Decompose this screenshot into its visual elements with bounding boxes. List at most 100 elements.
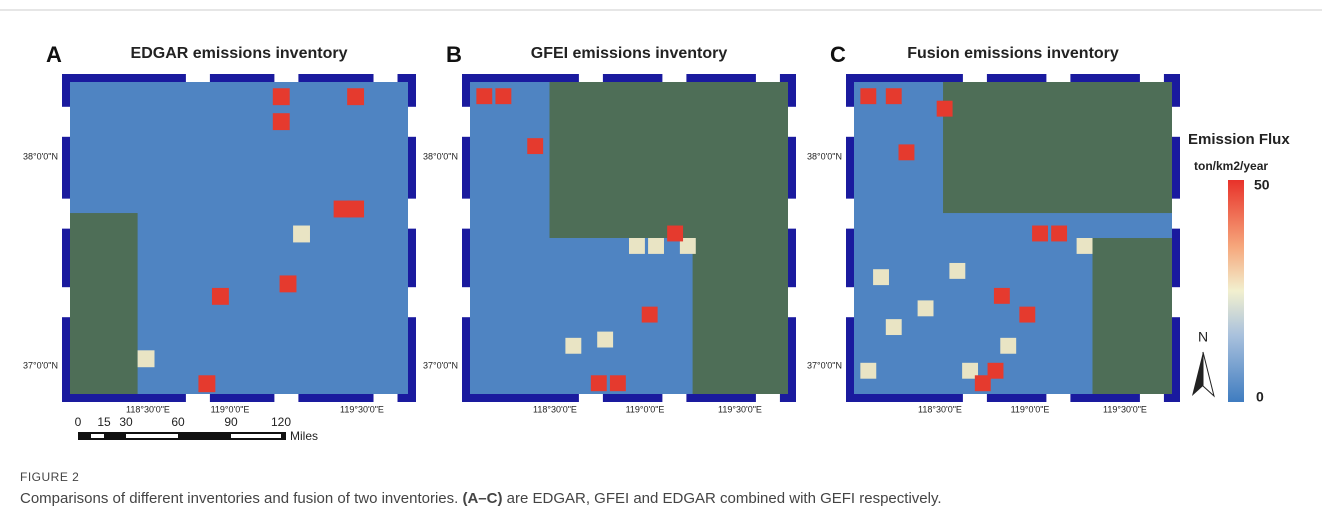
land: [943, 82, 1172, 213]
cell: [280, 275, 297, 292]
cell: [565, 338, 581, 354]
lon-label: 119°0'0"E: [1011, 404, 1050, 414]
figure-label: FIGURE 2: [20, 470, 79, 484]
frame-tick: [62, 199, 70, 229]
frame-tick: [579, 394, 603, 402]
north-label: N: [1198, 329, 1208, 345]
frame-tick: [788, 107, 796, 137]
frame-tick: [462, 199, 470, 229]
frame-tick: [374, 74, 398, 82]
colorbar: [1228, 180, 1244, 402]
scale-bar: [231, 434, 281, 438]
scale-tick-label: 120: [271, 415, 291, 429]
frame-tick: [408, 107, 416, 137]
panel-title: Fusion emissions inventory: [907, 45, 1119, 62]
frame-tick: [274, 74, 298, 82]
frame-tick: [62, 107, 70, 137]
lat-label: 37°0'0"N: [423, 360, 458, 370]
land: [693, 238, 788, 394]
caption-text: Comparisons of different inventories and…: [20, 490, 462, 507]
lon-label: 119°30'0"E: [1103, 404, 1147, 414]
frame-tick: [662, 74, 686, 82]
frame-tick: [846, 107, 854, 137]
legend-max: 50: [1254, 177, 1270, 193]
frame-tick: [1046, 394, 1070, 402]
cell: [476, 88, 492, 104]
north-arrow: [1192, 352, 1203, 396]
cell: [495, 88, 511, 104]
caption-bold: (A–C): [462, 490, 502, 507]
cell: [886, 88, 902, 104]
frame-tick: [846, 287, 854, 317]
cell: [212, 288, 229, 305]
frame-tick: [1046, 74, 1070, 82]
cell: [334, 201, 351, 218]
frame-tick: [274, 394, 298, 402]
cell: [273, 88, 290, 105]
lat-label: 38°0'0"N: [423, 151, 458, 161]
scale-tick-label: 90: [224, 415, 238, 429]
legend-unit: ton/km2/year: [1194, 159, 1268, 173]
cell: [527, 138, 543, 154]
legend-title: Emission Flux: [1188, 131, 1290, 148]
cell: [918, 300, 934, 316]
scale-tick-label: 0: [75, 415, 82, 429]
land: [550, 82, 789, 238]
lon-label: 119°30'0"E: [718, 404, 762, 414]
cell: [293, 226, 310, 243]
cell: [597, 332, 613, 348]
lon-label: 119°0'0"E: [211, 404, 250, 414]
lat-label: 38°0'0"N: [807, 151, 842, 161]
cell: [273, 113, 290, 130]
lat-label: 38°0'0"N: [23, 151, 58, 161]
scale-tick-label: 60: [171, 415, 185, 429]
cell: [873, 269, 889, 285]
page: Emission Flux ton/km2/year 50 0 N Miles …: [0, 0, 1322, 528]
frame-tick: [963, 394, 987, 402]
frame-tick: [756, 74, 780, 82]
frame-tick: [1172, 199, 1180, 229]
frame-tick: [1172, 287, 1180, 317]
cell: [347, 88, 364, 105]
lat-label: 37°0'0"N: [23, 360, 58, 370]
frame-tick: [1172, 107, 1180, 137]
scale-unit: Miles: [290, 429, 318, 443]
frame-tick: [579, 74, 603, 82]
frame-tick: [788, 199, 796, 229]
cell: [886, 319, 902, 335]
panel-title: EDGAR emissions inventory: [131, 45, 348, 62]
frame-tick: [846, 199, 854, 229]
cell: [1000, 338, 1016, 354]
cell: [1032, 226, 1048, 242]
land: [1093, 238, 1173, 394]
scale-bar: [126, 434, 178, 438]
cell: [1077, 238, 1093, 254]
figure: Emission Flux ton/km2/year 50 0 N Miles …: [0, 0, 1322, 460]
scale-tick-label: 15: [97, 415, 111, 429]
lon-label: 119°30'0"E: [340, 404, 384, 414]
cell: [988, 363, 1004, 379]
lat-label: 37°0'0"N: [807, 360, 842, 370]
caption: Comparisons of different inventories and…: [20, 490, 942, 507]
frame-tick: [374, 394, 398, 402]
scale-tick-label: 30: [119, 415, 133, 429]
lon-label: 118°30'0"E: [533, 404, 577, 414]
frame-tick: [186, 74, 210, 82]
cell: [138, 350, 155, 367]
north-arrow: [1203, 352, 1214, 396]
cell: [994, 288, 1010, 304]
frame-tick: [756, 394, 780, 402]
cell: [642, 307, 658, 323]
frame-tick: [788, 287, 796, 317]
caption-text: are EDGAR, GFEI and EDGAR combined with …: [502, 490, 941, 507]
cell: [591, 375, 607, 391]
cell: [610, 375, 626, 391]
scale-bar: [91, 434, 104, 438]
cell: [1051, 226, 1067, 242]
frame-tick: [186, 394, 210, 402]
cell: [949, 263, 965, 279]
lon-label: 119°0'0"E: [626, 404, 665, 414]
cell: [629, 238, 645, 254]
frame-tick: [408, 199, 416, 229]
frame-tick: [62, 287, 70, 317]
